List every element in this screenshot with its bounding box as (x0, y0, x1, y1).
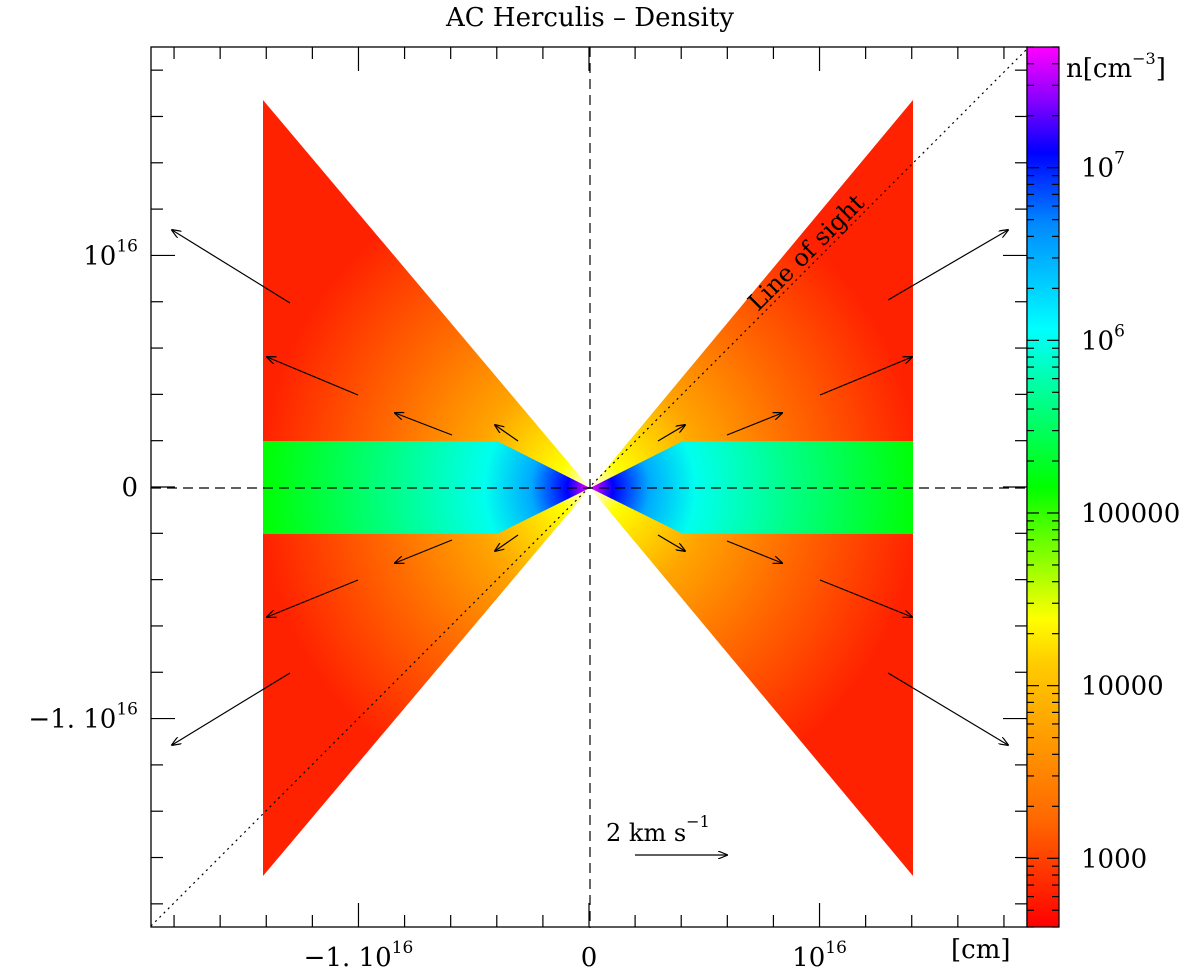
x-tick-labels: −1. 1016 0 1016 (304, 938, 847, 973)
velocity-arrow (726, 540, 782, 563)
velocity-arrow (172, 230, 291, 304)
x-axis-label: [cm] (951, 935, 1011, 965)
y-tick-labels: 1016 0 −1. 1016 (28, 236, 138, 734)
chart-title: AC Herculis – Density (445, 3, 734, 33)
velocity-arrow (172, 672, 291, 745)
velocity-arrow (495, 534, 519, 551)
velocity-arrow (395, 539, 453, 563)
velocity-arrow (395, 413, 453, 436)
x-tick-label: 1016 (792, 938, 847, 973)
y-tick-label: 0 (121, 473, 138, 503)
velocity-arrow (267, 579, 359, 617)
velocity-arrow (657, 425, 685, 442)
x-tick-label: 0 (581, 943, 598, 973)
velocity-arrow (819, 579, 912, 617)
velocity-arrows (172, 230, 1008, 745)
colorbar-tick-label: 107 (1081, 149, 1125, 184)
y-tick-label: −1. 1016 (28, 700, 138, 735)
velocity-arrow (887, 672, 1008, 745)
colorbar-tick-label: 10000 (1081, 672, 1164, 702)
colorbar-label: n[cm−3] (1066, 49, 1166, 84)
velocity-arrow (819, 357, 912, 396)
axis-ticks (151, 47, 1027, 927)
velocity-arrow (657, 534, 685, 551)
colorbar-ticks (1027, 46, 1059, 928)
colorbar-tick-label: 100000 (1081, 499, 1180, 529)
velocity-arrow (495, 425, 519, 442)
line-of-sight (150, 48, 1028, 927)
velocity-arrow (726, 413, 782, 436)
x-tick-label: −1. 1016 (304, 938, 414, 973)
colorbar-tick-label: 106 (1081, 321, 1125, 356)
colorbar (1026, 46, 1060, 928)
velocity-arrow (267, 357, 359, 396)
y-tick-label: 1016 (83, 236, 138, 271)
colorbar-tick-label: 1000 (1081, 844, 1147, 874)
velocity-scale-label: 2 km s−1 (606, 812, 710, 847)
colorbar-tick-labels: 1000 10000 100000 106 107 (1081, 149, 1180, 875)
velocity-arrow (887, 230, 1008, 301)
